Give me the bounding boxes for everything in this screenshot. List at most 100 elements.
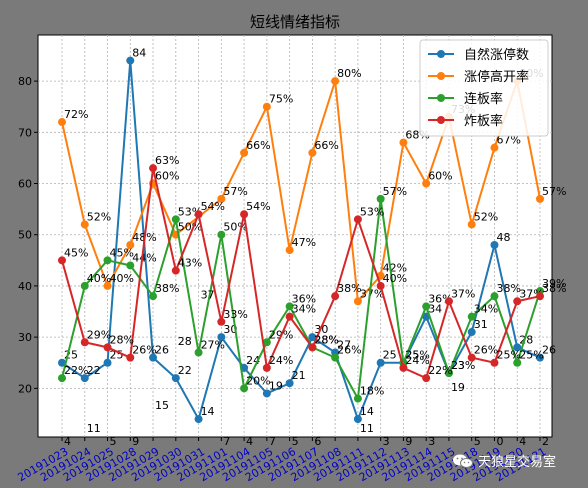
- data-label: 25%: [496, 349, 520, 362]
- data-label: 36%: [292, 292, 316, 305]
- series-point: [467, 328, 476, 337]
- series-point: [331, 77, 340, 86]
- data-label: 31: [474, 318, 488, 331]
- y-tick-label: 60: [18, 178, 32, 191]
- legend-marker: [437, 50, 445, 58]
- watermark-text: 天狼星交易室: [478, 455, 557, 470]
- data-label: 34%: [292, 303, 316, 316]
- data-label: 54%: [201, 200, 225, 213]
- extra-label: 19: [451, 381, 465, 394]
- data-label: 42%: [383, 262, 407, 275]
- series-point: [126, 261, 135, 270]
- data-label: 26%: [132, 344, 156, 357]
- data-label: 40%: [110, 272, 134, 285]
- series-point: [331, 353, 340, 362]
- data-label: 25: [383, 349, 397, 362]
- series-point: [490, 358, 499, 367]
- series-point: [490, 143, 499, 152]
- extra-label: 4: [64, 435, 71, 448]
- data-label: 47%: [292, 236, 316, 249]
- series-point: [467, 312, 476, 321]
- data-label: 52%: [474, 210, 498, 223]
- series-point: [262, 363, 271, 372]
- data-label: 22%: [428, 364, 452, 377]
- data-label: 39%: [542, 277, 566, 290]
- data-label: 22: [178, 364, 192, 377]
- series-point: [399, 138, 408, 147]
- series-point: [262, 102, 271, 111]
- series-point: [376, 194, 385, 203]
- extra-label: 2: [542, 435, 549, 448]
- series-point: [80, 374, 89, 383]
- series-point: [58, 358, 66, 367]
- data-label: 23%: [451, 359, 475, 372]
- series-point: [262, 338, 271, 347]
- data-label: 34: [428, 303, 442, 316]
- extra-label: 0: [496, 435, 503, 448]
- extra-label: 6: [314, 435, 321, 448]
- data-label: 25%: [519, 349, 543, 362]
- series-line: [61, 167, 541, 380]
- data-label: 22%: [64, 364, 88, 377]
- data-label: 52%: [87, 210, 111, 223]
- data-label: 63%: [155, 154, 179, 167]
- data-label: 40%: [383, 272, 407, 285]
- extra-label: 9: [132, 435, 139, 448]
- extra-label: 15: [155, 399, 169, 412]
- series-point: [194, 348, 203, 357]
- legend-label: 炸板率: [464, 113, 503, 129]
- data-label: 57%: [383, 185, 407, 198]
- data-label: 26: [155, 344, 169, 357]
- data-label: 37%: [360, 287, 384, 300]
- wechat-icon: [453, 454, 473, 468]
- series-point: [490, 240, 499, 249]
- y-tick-label: 70: [18, 126, 32, 139]
- y-tick-label: 50: [18, 229, 32, 242]
- series-point: [513, 343, 522, 352]
- series-point: [444, 368, 453, 377]
- data-label: 75%: [269, 93, 293, 106]
- series-point: [217, 230, 226, 239]
- legend-label: 连板率: [464, 91, 503, 107]
- data-label: 50%: [223, 221, 247, 234]
- data-label: 22: [87, 364, 101, 377]
- data-label: 29%: [87, 328, 111, 341]
- legend-box: [419, 39, 549, 137]
- extra-labels: 4 11 5 9 15 28 37 7 4 7 5 6 11 3 9 3 19 5 0 4 2: [64, 289, 549, 448]
- data-label: 38%: [337, 282, 361, 295]
- data-label: 60%: [155, 170, 179, 183]
- legend-marker: [437, 72, 445, 80]
- extra-label: 7: [269, 435, 276, 448]
- series-point: [422, 179, 431, 188]
- data-label: 25%: [405, 349, 429, 362]
- data-label: 38%: [496, 282, 520, 295]
- data-label: 40%: [87, 272, 111, 285]
- data-label: 66%: [314, 139, 338, 152]
- data-label: 44%: [132, 251, 156, 264]
- data-label: 21: [292, 369, 306, 382]
- series-point: [240, 384, 249, 393]
- watermark: 天狼星交易室: [452, 451, 556, 470]
- series-point: [490, 292, 499, 301]
- data-label: 26%: [337, 344, 361, 357]
- data-label: 18%: [360, 385, 384, 398]
- series-point: [194, 415, 203, 424]
- series-point: [536, 292, 544, 301]
- extra-label: 11: [87, 422, 101, 435]
- series-point: [399, 363, 408, 372]
- series-point: [513, 358, 522, 367]
- data-label: 60%: [428, 170, 452, 183]
- series-point: [353, 415, 362, 424]
- data-label: 45%: [110, 246, 134, 259]
- series-point: [513, 297, 522, 306]
- data-label: 67%: [496, 134, 520, 147]
- series-point: [240, 148, 249, 157]
- series-point: [58, 374, 66, 383]
- series-point: [103, 281, 112, 290]
- series-point: [353, 215, 362, 224]
- series-point: [353, 394, 362, 403]
- data-label: 28%: [110, 333, 134, 346]
- extra-label: 37: [201, 289, 215, 302]
